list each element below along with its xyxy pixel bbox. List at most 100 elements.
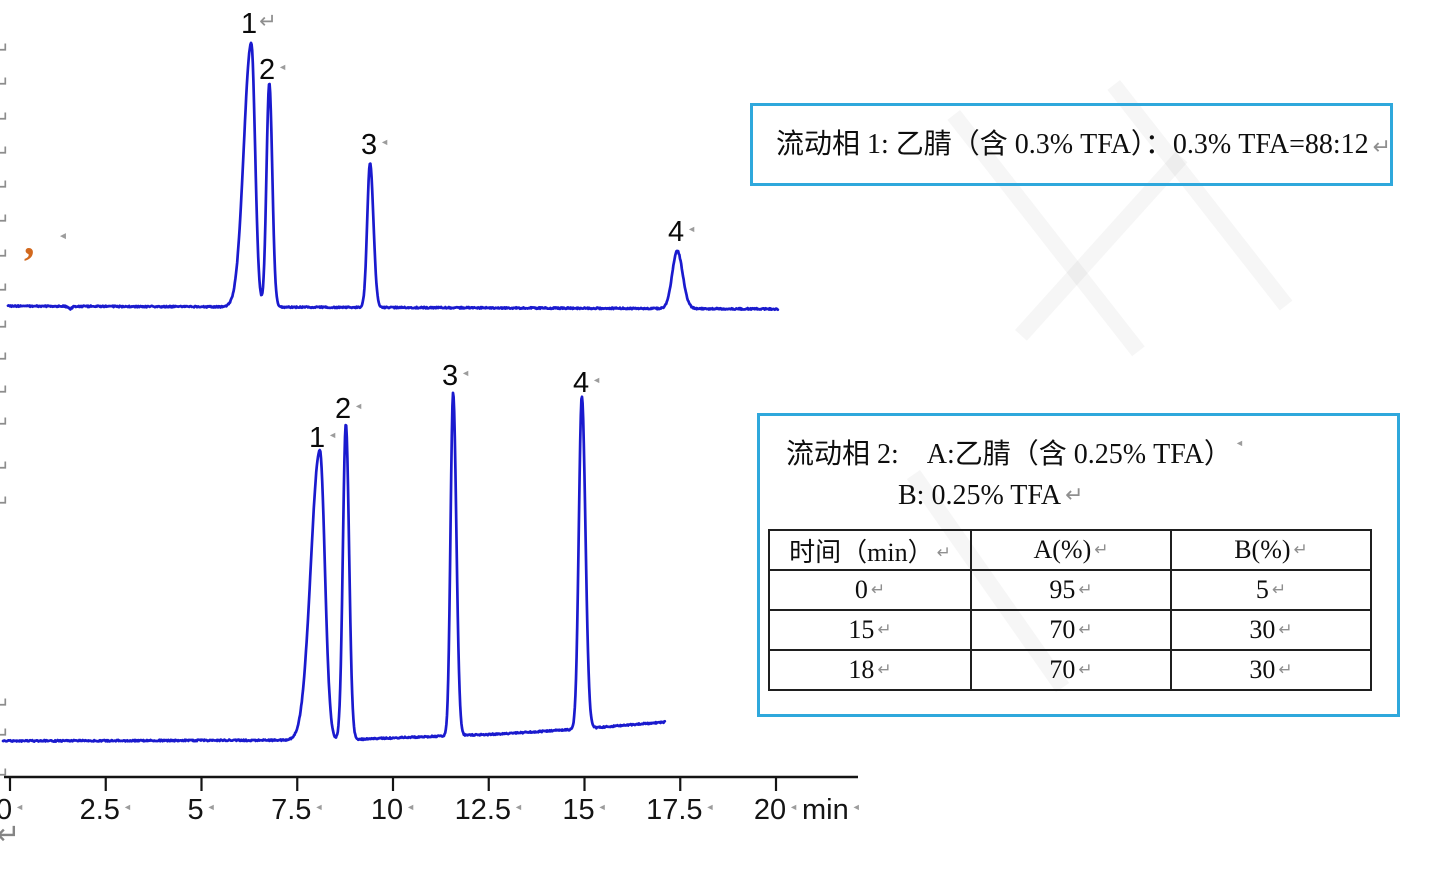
gradient-table-header-cell: 时间（min） ↵ bbox=[768, 529, 972, 571]
mobile-phase-1-box: 流动相 1: 乙腈（含 0.3% TFA）：0.3% TFA=88:12 ↵ bbox=[750, 103, 1393, 186]
mobile-phase-1-text-line: 流动相 1: 乙腈（含 0.3% TFA）：0.3% TFA=88:12 ↵ bbox=[776, 106, 1391, 183]
object-anchor-icon: ◄ bbox=[789, 802, 799, 812]
peak-number: 1 bbox=[241, 8, 258, 40]
cell-value: 18 bbox=[848, 655, 875, 684]
return-mark-icon: ↵ bbox=[0, 764, 10, 786]
return-mark-icon: ↵ bbox=[0, 316, 10, 338]
return-mark-icon: ↵ bbox=[0, 73, 10, 95]
axis-tick-label-text: 5 bbox=[187, 794, 204, 826]
gradient-table-cell: 18 ↵ bbox=[768, 649, 972, 691]
gradient-table-row: 15 ↵ 70 ↵ 30 ↵ bbox=[768, 609, 1372, 651]
object-anchor-icon: ◄ bbox=[597, 802, 607, 812]
object-anchor-icon: ◄ bbox=[592, 375, 602, 385]
axis-tick-label-text: 17.5 bbox=[646, 794, 703, 826]
return-mark-icon: ↵ bbox=[0, 492, 10, 514]
mobile-phase-2-line2-text: B: 0.25% TFA bbox=[898, 480, 1062, 511]
object-anchor-icon: ◄ bbox=[206, 802, 216, 812]
gradient-table-header: 时间（min） ↵ A(%) ↵ B(%) ↵ bbox=[768, 529, 1372, 571]
axis-unit-text: min bbox=[802, 794, 849, 826]
axis-tick-label-text: 12.5 bbox=[454, 794, 512, 826]
return-mark-icon: ↵ bbox=[0, 176, 10, 198]
axis-tick-label: 15 ◄ bbox=[562, 796, 606, 825]
return-mark-icon: ↵ bbox=[0, 142, 10, 164]
return-mark-icon: ↵ bbox=[0, 348, 10, 370]
return-mark-icon: ↵ bbox=[0, 413, 10, 435]
cell-value: 70 bbox=[1049, 615, 1076, 644]
gradient-table-body: 0 ↵ 95 ↵ 5 ↵ 15 ↵ 70 ↵ 30 ↵ 18 ↵ 70 ↵ 30 ↵ bbox=[768, 569, 1372, 691]
object-anchor-icon: ◄ bbox=[328, 430, 338, 440]
return-mark-icon: ↵ bbox=[1078, 660, 1093, 679]
cell-value: 5 bbox=[1255, 575, 1269, 604]
chromatogram-mobile-phase-2-trace bbox=[1, 391, 667, 743]
return-mark-icon: ↵ bbox=[1271, 580, 1287, 599]
object-anchor-icon: ◄ bbox=[461, 368, 471, 378]
object-anchor-icon: ◄ bbox=[380, 137, 390, 147]
cell-value: 30 bbox=[1249, 655, 1276, 684]
return-mark-icon: ↵ bbox=[1293, 540, 1308, 559]
chromatogram-mobile-phase-1-peak-2-label: 2 ◄ bbox=[259, 56, 287, 85]
header-text: B(%) bbox=[1234, 535, 1291, 564]
peak-number: 3 bbox=[442, 360, 459, 392]
gradient-table-row: 0 ↵ 95 ↵ 5 ↵ bbox=[768, 569, 1372, 611]
return-mark-icon: ↵ bbox=[0, 457, 10, 479]
object-anchor-icon: ◄ bbox=[58, 231, 68, 242]
object-anchor-icon: ◄ bbox=[705, 802, 715, 812]
return-mark-icon: ↵ bbox=[877, 660, 892, 679]
chromatogram-mobile-phase-1-peak-3-label: 3 ◄ bbox=[361, 131, 389, 160]
peak-number: 4 bbox=[573, 367, 590, 399]
return-mark-icon: ↵ bbox=[0, 381, 10, 403]
header-text: 时间（min） bbox=[789, 537, 934, 567]
axis-unit-label: min ◄ bbox=[802, 796, 861, 825]
return-mark-icon: ↵ bbox=[936, 542, 951, 562]
chromatogram-mobile-phase-1-trace bbox=[6, 41, 780, 312]
object-anchor-icon: ◄ bbox=[514, 802, 523, 812]
gradient-table-cell: 30 ↵ bbox=[1170, 649, 1372, 691]
return-mark-icon: ↵ bbox=[0, 819, 21, 851]
axis-tick-label-text: 15 bbox=[562, 794, 595, 826]
chromatogram-mobile-phase-2-peak-1-label: 1 ◄ bbox=[309, 424, 337, 453]
axis-tick-label-text: 7.5 bbox=[271, 794, 312, 826]
gradient-table-header-cell: A(%) ↵ bbox=[970, 529, 1172, 571]
return-mark-icon: ↵ bbox=[0, 279, 10, 301]
return-mark-icon: ↵ bbox=[0, 210, 10, 232]
return-mark-icon: ↵ bbox=[1372, 133, 1392, 159]
return-mark-icon: ↵ bbox=[1094, 540, 1109, 559]
return-mark-icon: ↵ bbox=[1278, 620, 1293, 639]
stray-orange-comma: , bbox=[24, 218, 35, 264]
cell-value: 30 bbox=[1249, 615, 1276, 644]
object-anchor-icon: ◄ bbox=[15, 802, 25, 812]
return-mark-icon: ↵ bbox=[0, 724, 10, 746]
mobile-phase-2-line2: B: 0.25% TFA ↵ bbox=[898, 480, 1084, 512]
gradient-table-cell: 0 ↵ bbox=[768, 569, 972, 611]
mobile-phase-2-line1-text: 流动相 2: A:乙腈（含 0.25% TFA） bbox=[786, 439, 1232, 470]
return-mark-icon: ↵ bbox=[0, 694, 10, 716]
axis-tick-label: 7.5 ◄ bbox=[271, 796, 323, 825]
peak-number: 1 bbox=[309, 422, 326, 454]
return-mark-icon: ↵ bbox=[0, 108, 10, 130]
object-anchor-icon: ◄ bbox=[1234, 438, 1244, 448]
axis-tick-label: 10 ◄ bbox=[371, 796, 415, 825]
object-anchor-icon: ◄ bbox=[278, 62, 288, 72]
return-mark-icon: ↵ bbox=[1078, 580, 1093, 599]
return-mark-icon: ↵ bbox=[0, 245, 10, 267]
axis-tick-label: 12.5 ◄ bbox=[455, 796, 523, 825]
object-anchor-icon: ◄ bbox=[851, 802, 861, 812]
chromatogram-mobile-phase-2-peak-4-label: 4 ◄ bbox=[573, 369, 601, 398]
axis-tick-label-text: 0 bbox=[0, 794, 13, 826]
header-text: A(%) bbox=[1033, 535, 1092, 564]
return-mark-icon: ↵ bbox=[1065, 482, 1084, 507]
peak-number: 3 bbox=[361, 129, 378, 161]
return-mark-icon: ↵ bbox=[1278, 660, 1293, 679]
gradient-table-row: 18 ↵ 70 ↵ 30 ↵ bbox=[768, 649, 1372, 691]
object-anchor-icon: ◄ bbox=[406, 802, 416, 812]
gradient-table-cell: 95 ↵ bbox=[970, 569, 1172, 611]
return-mark-icon: ↵ bbox=[259, 10, 277, 33]
gradient-table-cell: 30 ↵ bbox=[1170, 609, 1372, 651]
mobile-phase-2-line1: 流动相 2: A:乙腈（含 0.25% TFA） ◄ bbox=[786, 432, 1244, 472]
object-anchor-icon: ◄ bbox=[314, 802, 324, 812]
object-anchor-icon: ◄ bbox=[687, 224, 697, 234]
axis-tick-label: 0 ◄ bbox=[0, 796, 24, 825]
axis-tick-label-text: 20 bbox=[753, 794, 787, 826]
